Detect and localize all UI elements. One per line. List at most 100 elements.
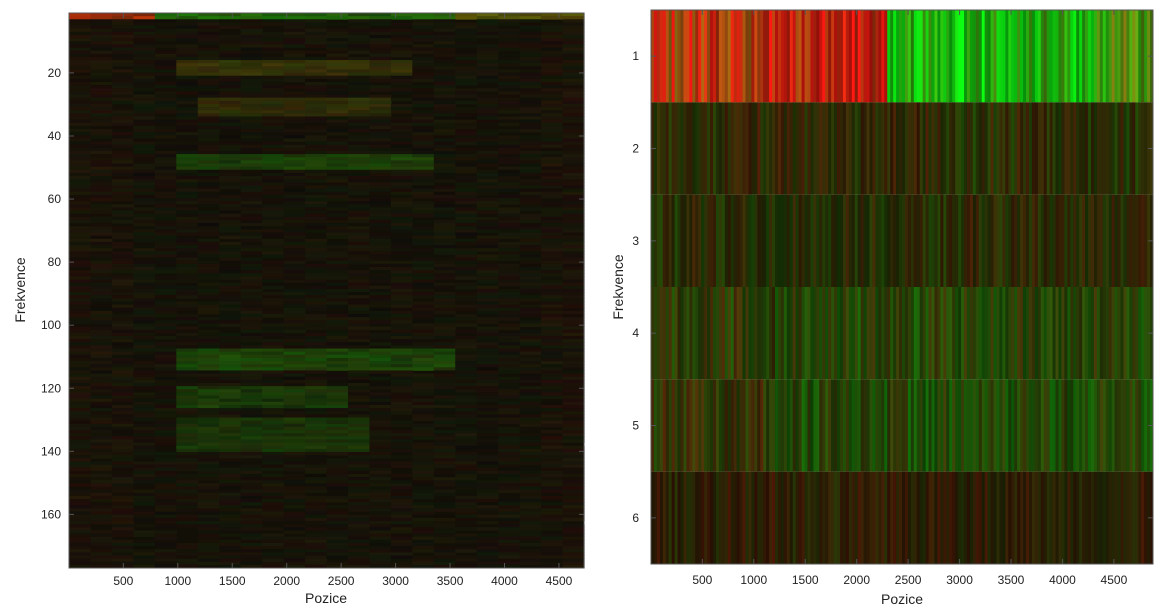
left-heatmap-cell	[563, 229, 585, 233]
left-heatmap-cell	[155, 198, 177, 202]
left-heatmap-cell	[369, 264, 391, 268]
left-heatmap-cell	[391, 402, 413, 406]
left-heatmap-cell	[90, 19, 112, 23]
left-heatmap-cell	[541, 261, 563, 265]
left-heatmap-cell	[369, 47, 391, 51]
left-heatmap-cell	[90, 286, 112, 290]
left-heatmap-cell	[155, 220, 177, 224]
left-heatmap-cell	[69, 116, 91, 120]
right-heatmap-stripe	[775, 287, 778, 379]
left-heatmap-cell	[391, 496, 413, 500]
left-heatmap-cell	[455, 267, 477, 271]
left-heatmap-cell	[69, 204, 91, 208]
left-heatmap-cell	[563, 452, 585, 456]
left-heatmap-cell	[369, 154, 391, 158]
left-heatmap-cell	[198, 402, 220, 406]
left-heatmap-cell	[348, 521, 370, 525]
left-heatmap-cell	[348, 60, 370, 64]
left-heatmap-cell	[455, 399, 477, 403]
left-heatmap-cell	[498, 138, 520, 142]
left-heatmap-cell	[90, 540, 112, 544]
left-heatmap-cell	[262, 364, 284, 368]
left-heatmap-cell	[498, 549, 520, 553]
left-heatmap-cell	[219, 543, 241, 547]
left-heatmap-cell	[112, 110, 134, 114]
right-heatmap-stripe	[692, 379, 695, 471]
left-heatmap-cell	[327, 430, 349, 434]
left-heatmap-cell	[541, 537, 563, 541]
left-heatmap-cell	[133, 47, 155, 51]
left-heatmap-cell	[412, 496, 434, 500]
left-heatmap-cell	[155, 258, 177, 262]
left-heatmap-cell	[541, 101, 563, 105]
left-heatmap-cell	[90, 220, 112, 224]
left-heatmap-cell	[369, 349, 391, 353]
left-heatmap-cell	[262, 185, 284, 189]
left-heatmap-cell	[477, 273, 499, 277]
left-heatmap-cell	[563, 364, 585, 368]
left-heatmap-cell	[391, 530, 413, 534]
left-heatmap-cell	[219, 22, 241, 26]
right-heatmap-stripe	[678, 102, 681, 194]
left-heatmap-cell	[198, 41, 220, 45]
left-heatmap-cell	[284, 264, 306, 268]
left-heatmap-cell	[541, 389, 563, 393]
right-heatmap-stripe	[985, 379, 988, 471]
left-heatmap-cell	[520, 474, 542, 478]
left-heatmap-cell	[434, 446, 456, 450]
left-heatmap-cell	[348, 154, 370, 158]
left-heatmap-cell	[541, 220, 563, 224]
right-heatmap-stripe	[1029, 10, 1032, 102]
left-heatmap-cell	[69, 399, 91, 403]
left-heatmap-cell	[348, 546, 370, 550]
left-heatmap-cell	[133, 345, 155, 349]
left-heatmap-cell	[176, 383, 198, 387]
left-heatmap-cell	[348, 320, 370, 324]
left-heatmap-cell	[112, 427, 134, 431]
left-heatmap-cell	[219, 515, 241, 519]
left-heatmap-cell	[348, 236, 370, 240]
right-heatmap-stripe	[934, 287, 937, 379]
right-heatmap-stripe	[751, 287, 754, 379]
left-heatmap-cell	[176, 142, 198, 146]
left-heatmap-cell	[348, 305, 370, 309]
left-heatmap-cell	[198, 13, 220, 17]
left-heatmap-cell	[133, 232, 155, 236]
left-heatmap-cell	[176, 342, 198, 346]
left-heatmap-cell	[112, 483, 134, 487]
left-heatmap-cell	[112, 283, 134, 287]
left-heatmap-cell	[327, 349, 349, 353]
left-heatmap-cell	[412, 455, 434, 459]
left-heatmap-cell	[69, 167, 91, 171]
left-heatmap-cell	[112, 85, 134, 89]
left-heatmap-cell	[434, 402, 456, 406]
right-heatmap-stripe	[881, 102, 884, 194]
right-heatmap-stripe	[686, 10, 689, 102]
left-heatmap-cell	[541, 157, 563, 161]
left-heatmap-cell	[391, 35, 413, 39]
left-heatmap-cell	[455, 286, 477, 290]
right-heatmap-stripe	[719, 10, 722, 102]
left-heatmap-cell	[69, 79, 91, 83]
left-heatmap-cell	[412, 220, 434, 224]
right-heatmap-stripe	[675, 287, 678, 379]
left-heatmap-cell	[112, 154, 134, 158]
left-heatmap-cell	[477, 298, 499, 302]
right-heatmap-stripe	[1017, 472, 1020, 564]
left-heatmap-cell	[241, 160, 263, 164]
left-heatmap-cell	[434, 44, 456, 48]
left-heatmap-cell	[155, 73, 177, 77]
right-heatmap-stripe	[1029, 472, 1032, 564]
right-heatmap-stripe	[949, 102, 952, 194]
left-heatmap-cell	[348, 377, 370, 381]
left-heatmap-cell	[284, 449, 306, 453]
right-heatmap-stripe	[991, 10, 994, 102]
left-heatmap-cell	[455, 298, 477, 302]
left-heatmap-cell	[477, 217, 499, 221]
left-heatmap-cell	[369, 474, 391, 478]
left-heatmap-cell	[541, 214, 563, 218]
right-heatmap-stripe	[769, 195, 772, 287]
left-heatmap-cell	[90, 377, 112, 381]
left-heatmap-cell	[198, 323, 220, 327]
left-heatmap-cell	[155, 433, 177, 437]
